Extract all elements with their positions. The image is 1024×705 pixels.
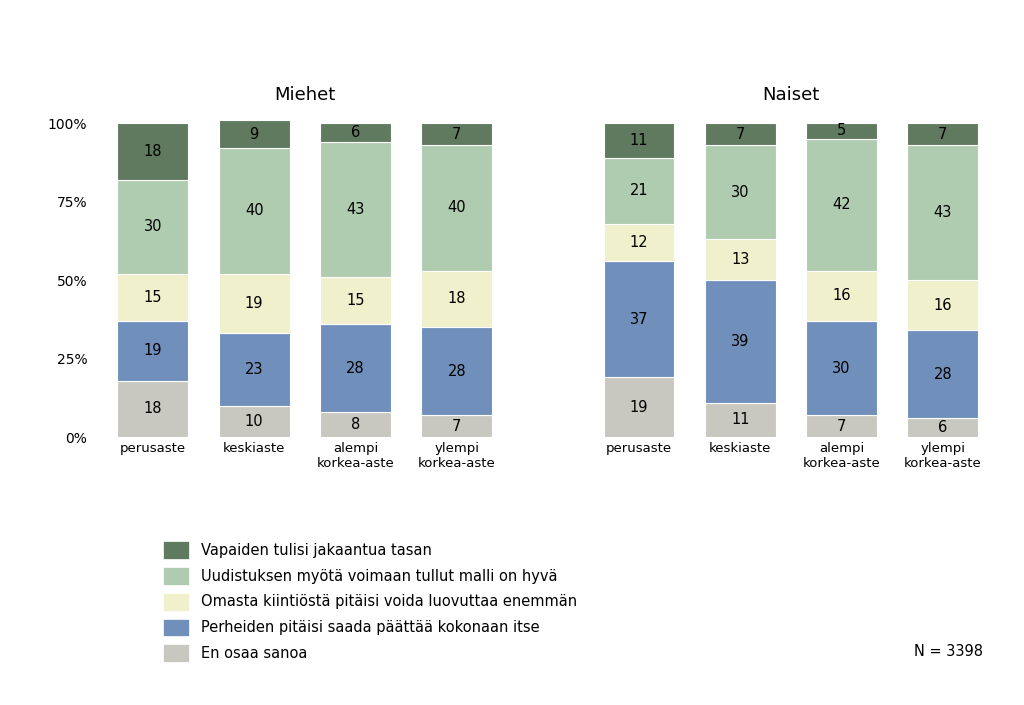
Text: 18: 18 xyxy=(447,291,466,307)
Bar xyxy=(806,271,877,321)
Text: Miehet: Miehet xyxy=(274,86,336,104)
Bar xyxy=(421,123,493,145)
Bar xyxy=(319,123,391,142)
Text: 28: 28 xyxy=(934,367,952,382)
Bar xyxy=(319,324,391,412)
Bar xyxy=(705,280,775,403)
Bar xyxy=(421,415,493,437)
Text: 13: 13 xyxy=(731,252,750,267)
Bar xyxy=(806,123,877,139)
Text: 5: 5 xyxy=(837,123,846,138)
Text: 30: 30 xyxy=(143,219,162,234)
Bar xyxy=(603,262,675,377)
Bar xyxy=(118,381,188,437)
Bar xyxy=(118,123,188,180)
Bar xyxy=(705,403,775,437)
Bar xyxy=(319,142,391,277)
Text: 40: 40 xyxy=(447,200,466,215)
Text: 28: 28 xyxy=(447,364,466,379)
Bar xyxy=(907,331,978,418)
Text: 30: 30 xyxy=(833,360,851,376)
Text: 19: 19 xyxy=(143,343,162,358)
Bar xyxy=(219,148,290,274)
Text: 11: 11 xyxy=(731,412,750,427)
Bar xyxy=(219,405,290,437)
Bar xyxy=(118,180,188,274)
Text: 12: 12 xyxy=(630,235,648,250)
Bar xyxy=(319,277,391,324)
Text: 7: 7 xyxy=(837,419,846,434)
Text: 16: 16 xyxy=(934,298,952,313)
Bar xyxy=(907,280,978,331)
Text: N = 3398: N = 3398 xyxy=(914,644,983,659)
Text: 6: 6 xyxy=(351,125,360,140)
Bar xyxy=(907,123,978,145)
Text: 28: 28 xyxy=(346,360,365,376)
Text: 15: 15 xyxy=(346,293,365,308)
Text: 7: 7 xyxy=(938,126,947,142)
Text: 19: 19 xyxy=(630,400,648,415)
Text: 43: 43 xyxy=(346,202,365,217)
Bar xyxy=(806,321,877,415)
Bar xyxy=(806,139,877,271)
Text: 43: 43 xyxy=(934,205,952,220)
Bar xyxy=(118,321,188,381)
Bar xyxy=(421,271,493,327)
Bar xyxy=(705,239,775,280)
Bar xyxy=(907,418,978,437)
Text: 42: 42 xyxy=(833,197,851,212)
Text: 40: 40 xyxy=(245,204,263,219)
Text: 30: 30 xyxy=(731,185,750,200)
Bar xyxy=(219,333,290,405)
Bar xyxy=(907,145,978,280)
Text: 8: 8 xyxy=(351,417,360,432)
Bar xyxy=(219,274,290,333)
Text: 16: 16 xyxy=(833,288,851,303)
Bar xyxy=(705,123,775,145)
Bar xyxy=(603,223,675,262)
Legend: Vapaiden tulisi jakaantua tasan, Uudistuksen myötä voimaan tullut malli on hyvä,: Vapaiden tulisi jakaantua tasan, Uudistu… xyxy=(163,541,578,662)
Bar xyxy=(118,274,188,321)
Bar xyxy=(603,377,675,437)
Text: 7: 7 xyxy=(452,419,462,434)
Text: 23: 23 xyxy=(245,362,263,377)
Text: 21: 21 xyxy=(630,183,648,198)
Bar xyxy=(705,145,775,239)
Text: 39: 39 xyxy=(731,333,750,349)
Text: 18: 18 xyxy=(143,144,162,159)
Bar xyxy=(806,415,877,437)
Text: 9: 9 xyxy=(250,126,259,142)
Text: 18: 18 xyxy=(143,401,162,417)
Bar xyxy=(603,158,675,223)
Text: 37: 37 xyxy=(630,312,648,327)
Text: 7: 7 xyxy=(452,126,462,142)
Text: 19: 19 xyxy=(245,296,263,311)
Bar xyxy=(219,120,290,148)
Text: 10: 10 xyxy=(245,414,263,429)
Text: 7: 7 xyxy=(735,126,744,142)
Text: Naiset: Naiset xyxy=(762,86,819,104)
Text: 6: 6 xyxy=(938,420,947,435)
Text: 15: 15 xyxy=(143,290,162,305)
Bar xyxy=(421,327,493,415)
Text: 11: 11 xyxy=(630,133,648,148)
Bar xyxy=(603,123,675,158)
Bar xyxy=(421,145,493,271)
Bar xyxy=(319,412,391,437)
